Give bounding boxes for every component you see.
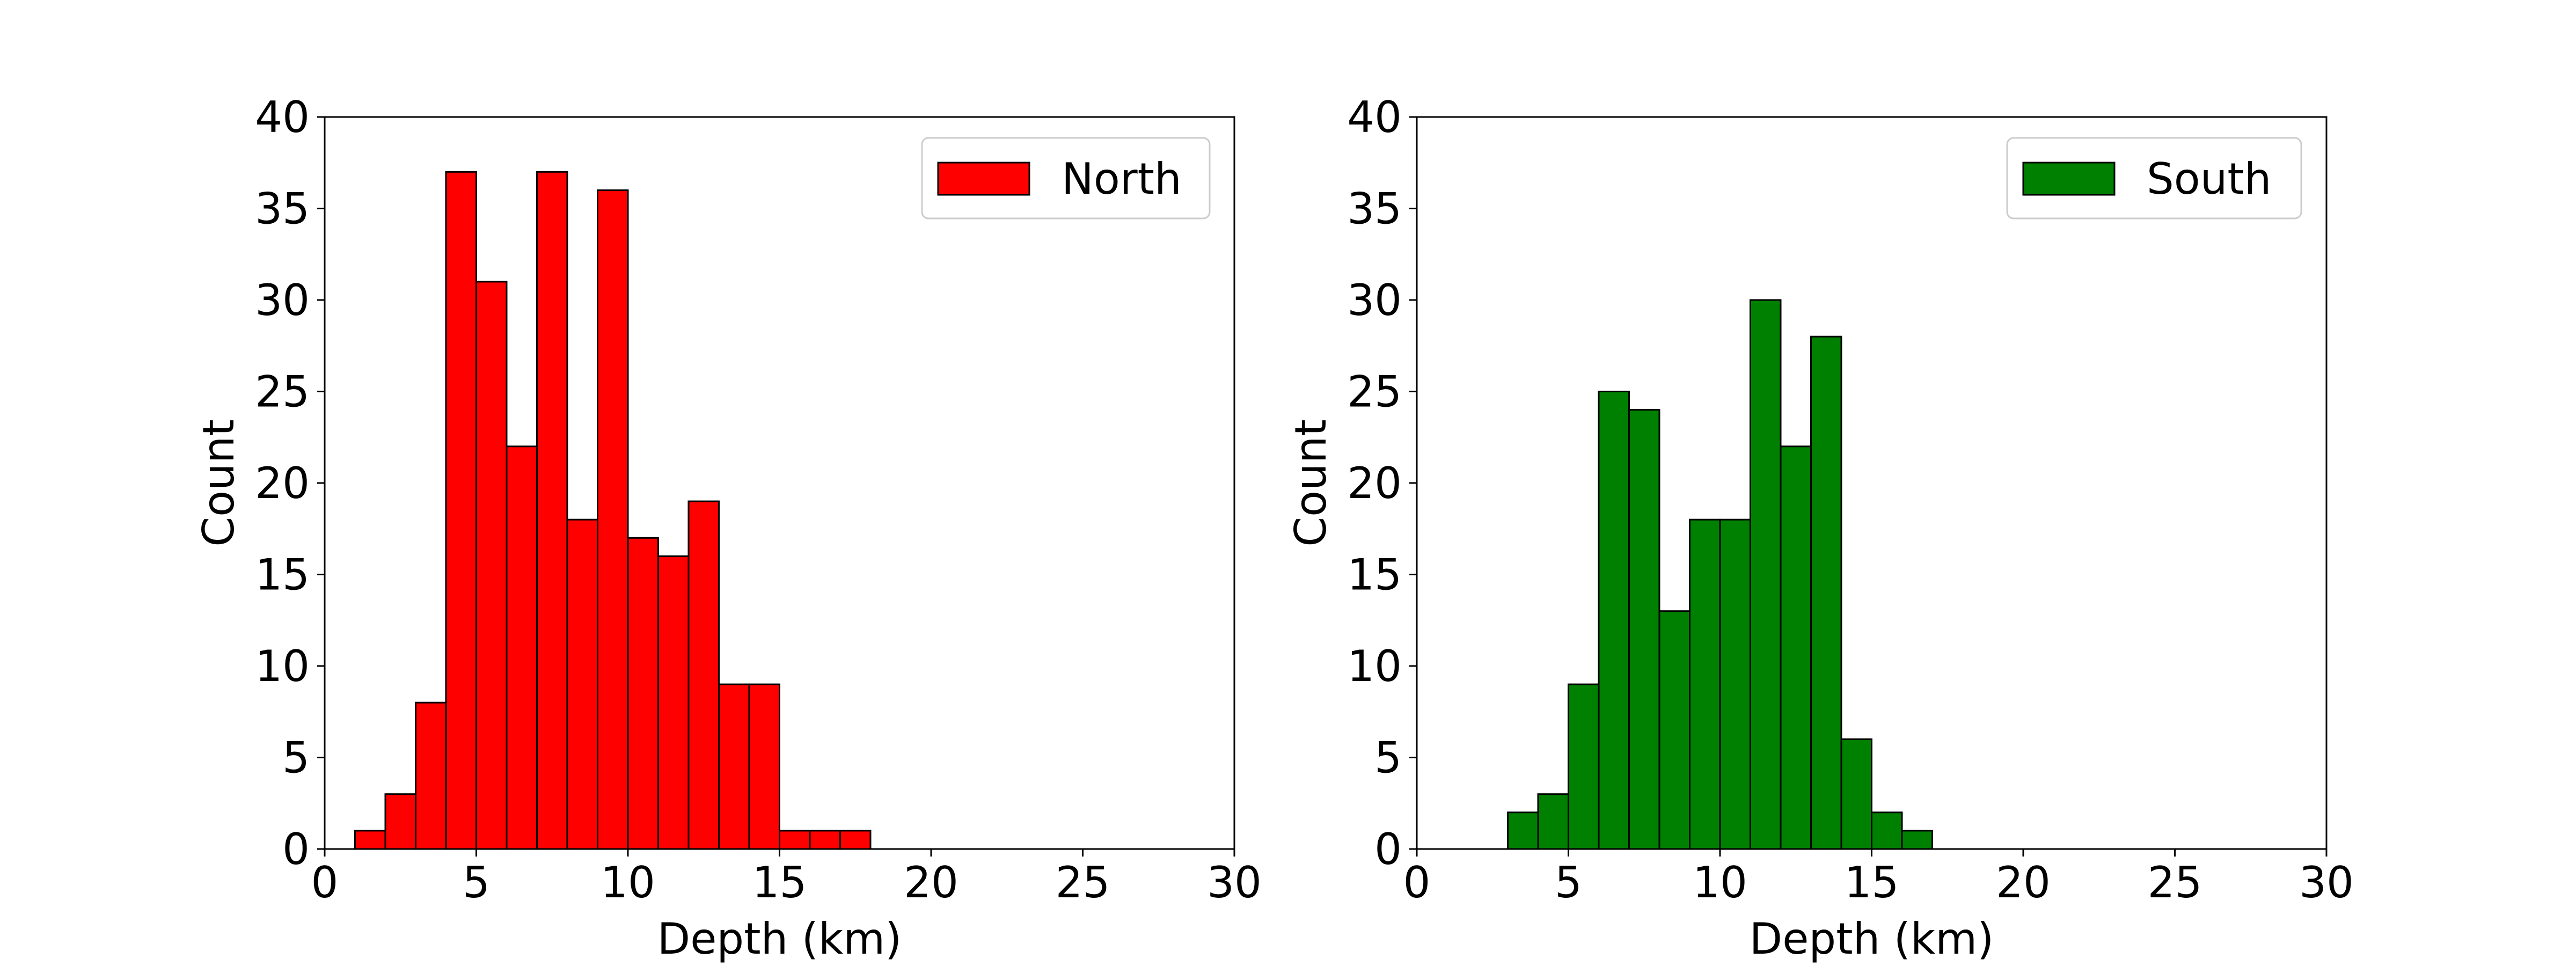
histogram-bar — [627, 537, 659, 850]
histogram-bar — [779, 830, 811, 850]
x-tick-label: 10 — [601, 858, 655, 908]
legend-swatch — [937, 162, 1030, 196]
histogram-bar — [687, 500, 720, 850]
histogram-bar — [597, 189, 629, 850]
y-axis-label: Count — [194, 419, 244, 547]
legend-label: North — [1062, 154, 1182, 204]
histogram-bar — [1598, 391, 1630, 850]
x-tick-label: 20 — [1996, 858, 2051, 908]
y-tick-label: 40 — [1347, 92, 1402, 142]
histogram-bar — [415, 701, 447, 850]
y-tick-label: 40 — [255, 92, 310, 142]
histogram-bar — [1568, 683, 1600, 850]
y-axis-label: Count — [1286, 419, 1336, 547]
histogram-bar — [839, 830, 872, 850]
x-tick-label: 0 — [311, 858, 339, 908]
x-tick-label: 30 — [2299, 858, 2354, 908]
x-axis-label: Depth (km) — [657, 914, 902, 964]
histogram-bar — [384, 793, 416, 850]
north-histogram-panel: 0 5 10 15 20 25 30 0 5 10 15 20 25 30 35 40 Depth (km) Co… — [194, 92, 1262, 964]
legend-label: South — [2147, 154, 2272, 204]
histogram-bar — [657, 555, 690, 850]
histogram-bar — [1507, 811, 1539, 850]
y-tick-label: 5 — [1374, 733, 1402, 783]
histogram-bar — [1871, 811, 1903, 850]
y-tick-label: 25 — [1347, 367, 1402, 417]
y-tick-label: 30 — [255, 275, 310, 325]
histogram-bar — [1537, 793, 1569, 850]
histogram-bar — [718, 683, 750, 850]
legend-swatch — [2022, 162, 2116, 196]
legend-box — [921, 137, 1211, 219]
x-tick-label: 5 — [463, 858, 490, 908]
y-tick-label: 20 — [1347, 458, 1402, 508]
histogram-bar — [1658, 610, 1690, 850]
histogram-bar — [1689, 518, 1721, 850]
histogram-bar — [1840, 738, 1872, 850]
y-tick-label: 0 — [1374, 824, 1402, 874]
south-histogram-panel: 0 5 10 15 20 25 30 0 5 10 15 20 25 30 35 40 Depth (km) Co… — [1286, 92, 2354, 964]
histogram-bar — [809, 830, 841, 850]
histogram-bar — [566, 518, 598, 850]
histogram-bar — [1810, 335, 1842, 850]
legend: North — [921, 137, 1211, 219]
x-tick-label: 5 — [1555, 858, 1582, 908]
x-tick-label: 0 — [1403, 858, 1431, 908]
x-tick-label: 25 — [2148, 858, 2202, 908]
y-tick-label: 5 — [282, 733, 310, 783]
y-tick-label: 20 — [255, 458, 310, 508]
histogram-bar — [536, 171, 568, 850]
x-tick-label: 15 — [752, 858, 807, 908]
histogram-bar — [354, 830, 386, 850]
y-tick-label: 15 — [1347, 550, 1402, 600]
histogram-bar — [506, 445, 538, 850]
histogram-bar — [1719, 518, 1751, 850]
y-tick-label: 30 — [1347, 275, 1402, 325]
histogram-bar — [1901, 830, 1933, 850]
x-axis-label: Depth (km) — [1750, 914, 1994, 964]
histogram-bar — [1750, 299, 1782, 850]
legend: South — [2006, 137, 2302, 219]
y-tick-label: 35 — [255, 184, 310, 234]
x-tick-label: 20 — [904, 858, 958, 908]
y-tick-label: 15 — [255, 550, 310, 600]
histogram-bar — [748, 683, 780, 850]
y-tick-label: 10 — [255, 641, 310, 691]
y-tick-label: 10 — [1347, 641, 1402, 691]
x-tick-label: 30 — [1207, 858, 1262, 908]
legend-box — [2006, 137, 2302, 219]
x-tick-label: 15 — [1845, 858, 1899, 908]
y-tick-label: 25 — [255, 367, 310, 417]
histogram-bar — [475, 281, 508, 850]
histogram-bar — [445, 171, 477, 850]
histogram-bar — [1628, 409, 1660, 850]
y-tick-label: 0 — [282, 824, 310, 874]
x-tick-label: 10 — [1693, 858, 1747, 908]
x-tick-label: 25 — [1056, 858, 1110, 908]
y-tick-label: 35 — [1347, 184, 1402, 234]
histogram-bar — [1780, 445, 1812, 850]
